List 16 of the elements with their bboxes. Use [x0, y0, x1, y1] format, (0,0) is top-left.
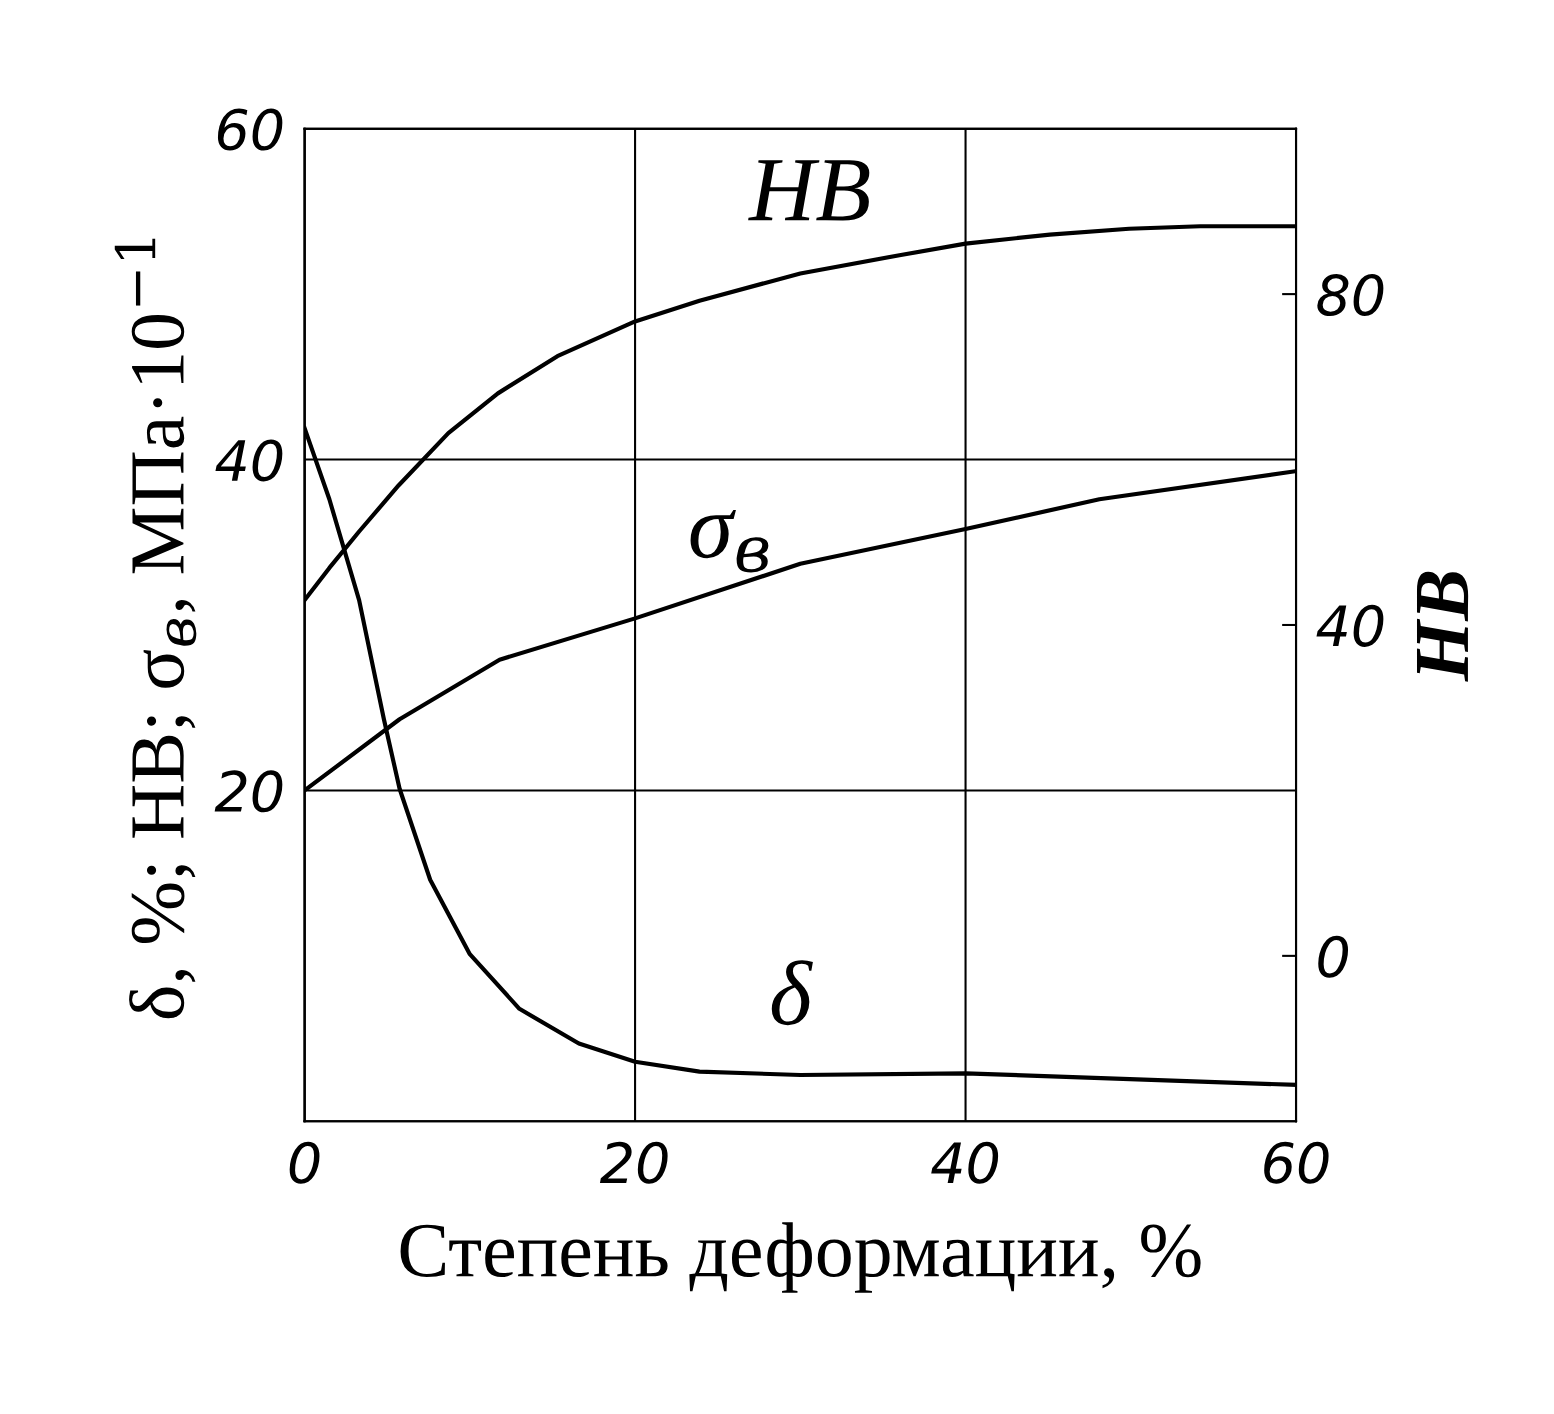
- y2-tick-label: 0: [1318, 935, 1349, 978]
- series-label: HB: [748, 160, 870, 221]
- x-tick-label: 40: [931, 1141, 999, 1184]
- y-axis-title: δ, %; HB; σ$_{в}$, МПа·10$^{−1}$: [114, 238, 197, 1019]
- x-tick-label: 0: [289, 1141, 320, 1184]
- x-tick-label: 20: [599, 1141, 668, 1184]
- y2-tick-label: 80: [1317, 273, 1384, 317]
- series-label: σ$_{в}$: [690, 510, 769, 573]
- y2-tick-label: 40: [1316, 604, 1384, 647]
- x-axis-title: Степень деформации, %: [400, 1222, 1201, 1293]
- y-tick-label: 60: [217, 108, 283, 151]
- y-tick-label: 20: [214, 770, 283, 813]
- y2-axis-title: HB: [1416, 571, 1469, 682]
- x-tick-label: 60: [1264, 1141, 1329, 1184]
- series-label: δ: [771, 960, 813, 1026]
- y-tick-label: 40: [215, 439, 283, 482]
